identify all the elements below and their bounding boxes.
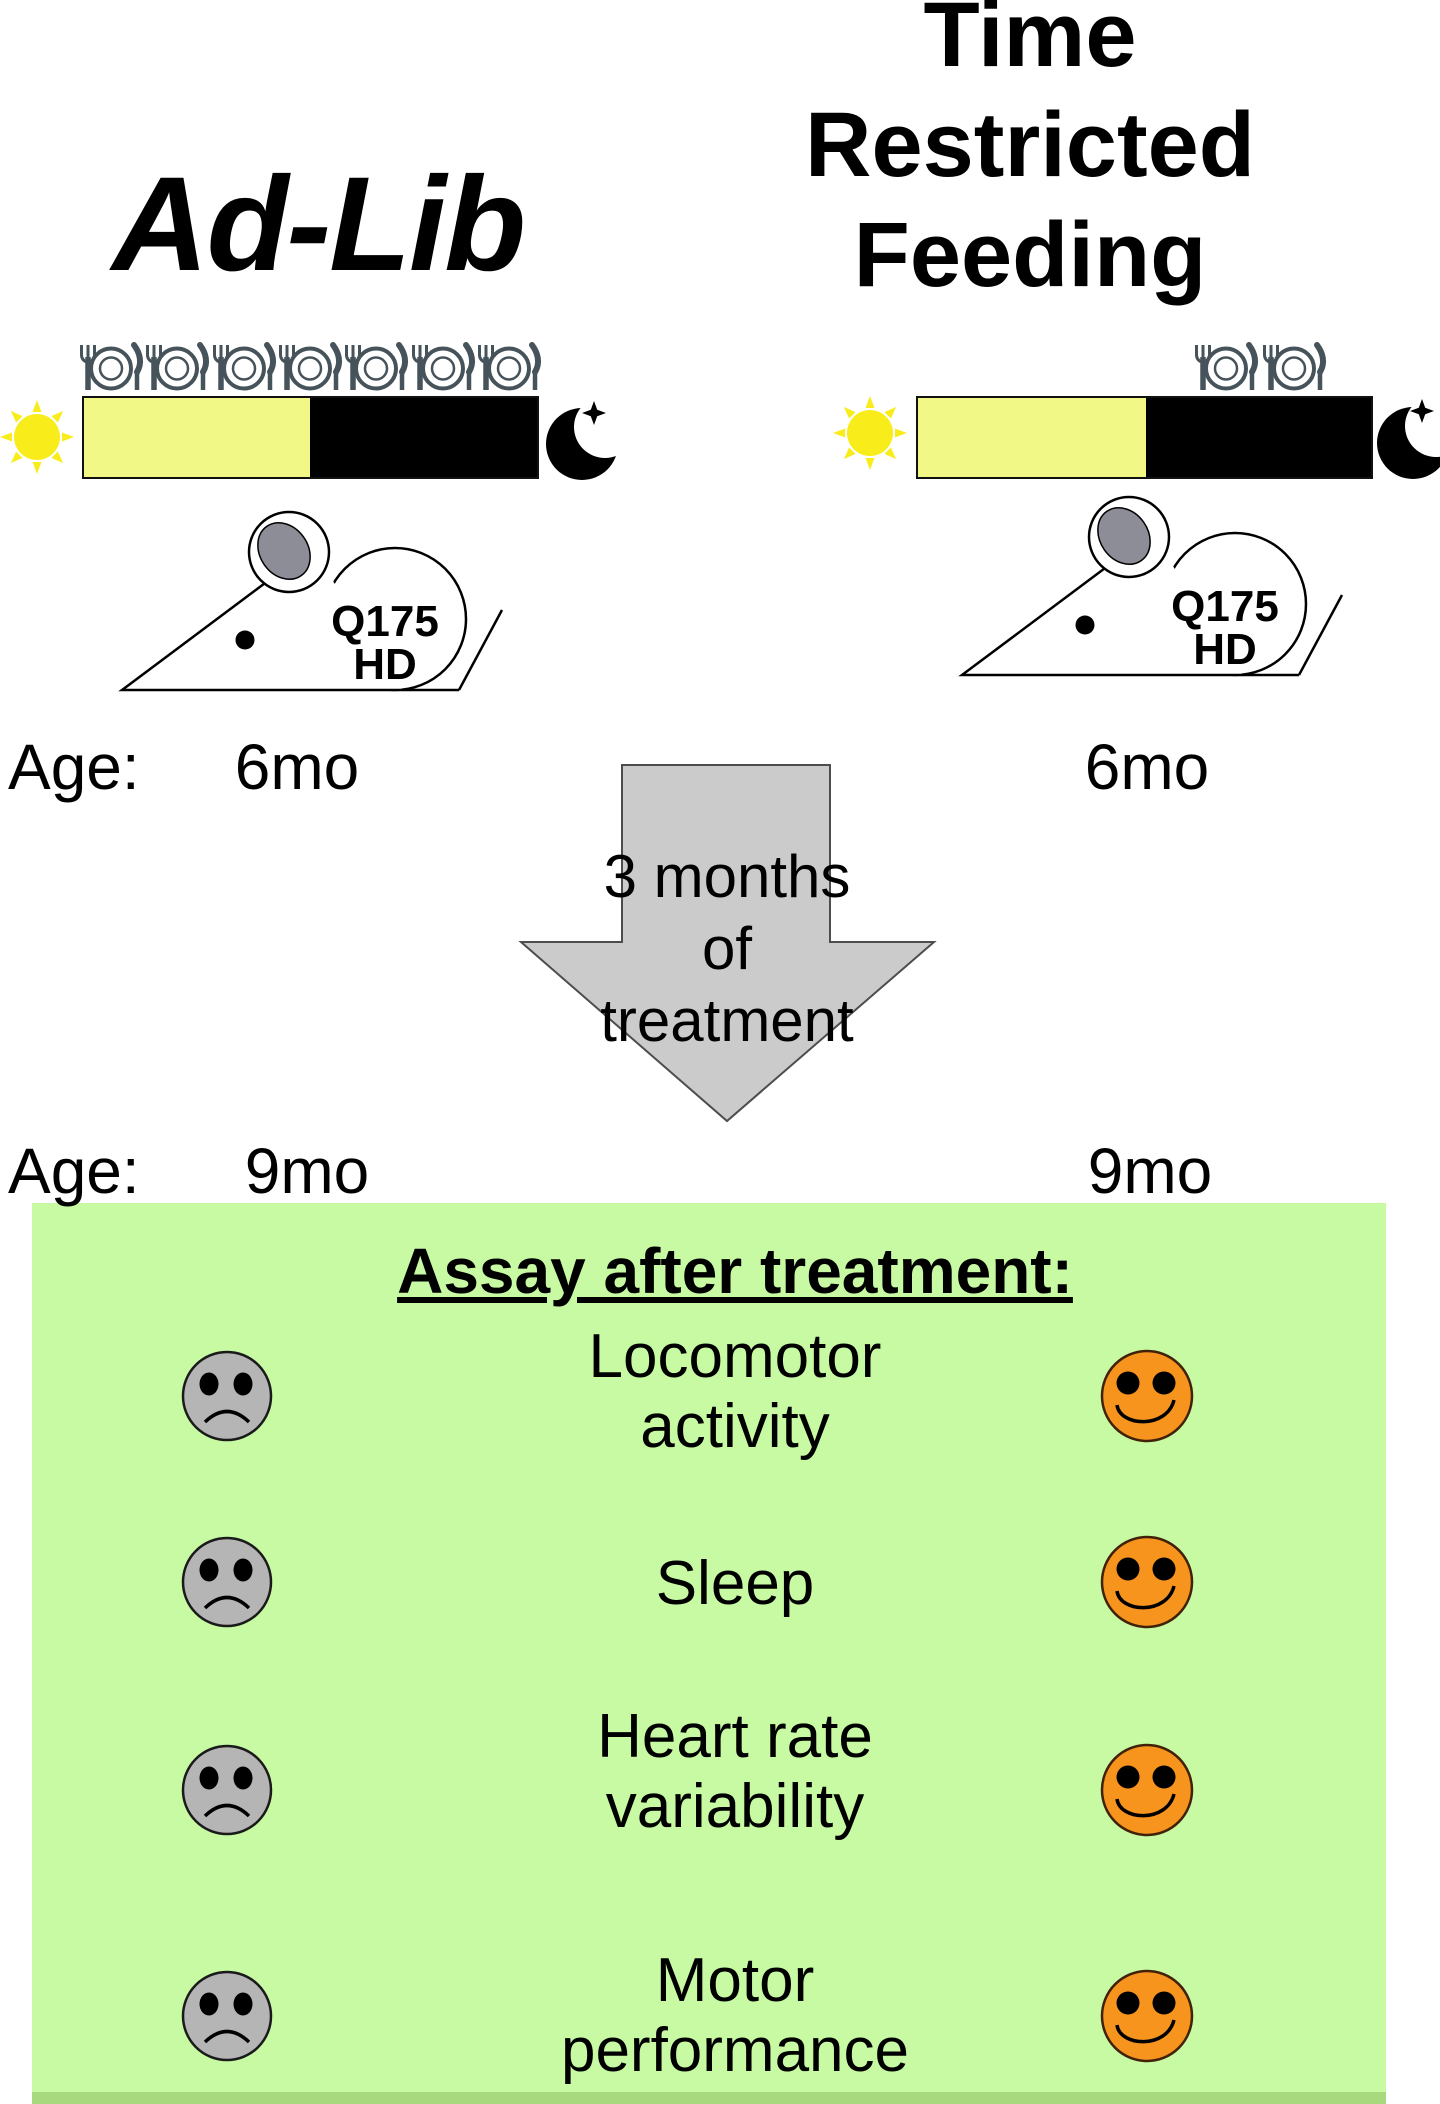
adlib-feeding-row	[82, 345, 539, 390]
age-label-start: Age:	[8, 731, 140, 803]
happy-face-icon	[1100, 1969, 1194, 2063]
sad-face-icon	[181, 1536, 273, 1628]
trf-age-start: 6mo	[1084, 731, 1210, 803]
sad-face-icon	[181, 1350, 273, 1442]
place-setting-icon	[347, 345, 406, 390]
moon-icon	[1377, 395, 1440, 479]
happy-face-icon	[1100, 1535, 1194, 1629]
mouse-genotype-line1: Q175	[331, 597, 439, 646]
happy-face-icon	[1100, 1743, 1194, 1837]
place-setting-icon	[215, 345, 274, 390]
age-label-end: Age:	[8, 1135, 140, 1207]
adlib-title: Ad-Lib	[111, 150, 526, 299]
mouse-genotype-line2: HD	[1193, 625, 1257, 674]
assay-row-label: Sleep	[655, 1549, 815, 1618]
sun-icon	[0, 400, 74, 474]
trf-age-end: 9mo	[1087, 1135, 1213, 1207]
sad-face-icon	[181, 1970, 273, 2062]
treatment-arrow-label: 3 months of treatment	[600, 843, 854, 1054]
adlib-day-night-bar	[82, 396, 539, 479]
place-setting-icon	[1265, 345, 1324, 390]
adlib-day-segment	[83, 397, 310, 478]
assay-row-label: Locomotor activity	[588, 1322, 882, 1461]
sun-icon	[833, 396, 907, 470]
place-setting-icon	[82, 345, 141, 390]
assay-row-label: Motor performance	[560, 1946, 910, 2085]
trf-day-segment	[917, 397, 1146, 478]
trf-title: Time Restricted Feeding	[805, 0, 1255, 306]
happy-face-icon	[1100, 1349, 1194, 1443]
star-icon	[582, 401, 606, 425]
mouse-icon: Q175 HD	[120, 510, 504, 692]
place-setting-icon	[281, 345, 340, 390]
adlib-age-end: 9mo	[244, 1135, 370, 1207]
trf-day-night-bar	[916, 396, 1373, 479]
assay-panel-bottom-edge	[32, 2092, 1386, 2104]
mouse-genotype-line1: Q175	[1171, 582, 1279, 631]
place-setting-icon	[414, 345, 473, 390]
mouse-icon: Q175 HD	[960, 495, 1344, 677]
adlib-age-start: 6mo	[234, 731, 360, 803]
mouse-genotype-line2: HD	[353, 640, 417, 689]
trf-night-segment	[1146, 397, 1372, 478]
assay-header: Assay after treatment:	[397, 1235, 1073, 1307]
trf-feeding-row	[1197, 345, 1324, 390]
place-setting-icon	[148, 345, 207, 390]
sad-face-icon	[181, 1744, 273, 1836]
moon-icon	[546, 396, 636, 480]
adlib-night-segment	[310, 397, 538, 478]
treatment-arrow	[518, 764, 937, 1123]
star-icon	[1410, 399, 1434, 423]
place-setting-icon	[480, 345, 539, 390]
assay-row-label: Heart rate variability	[597, 1702, 873, 1841]
place-setting-icon	[1197, 345, 1256, 390]
